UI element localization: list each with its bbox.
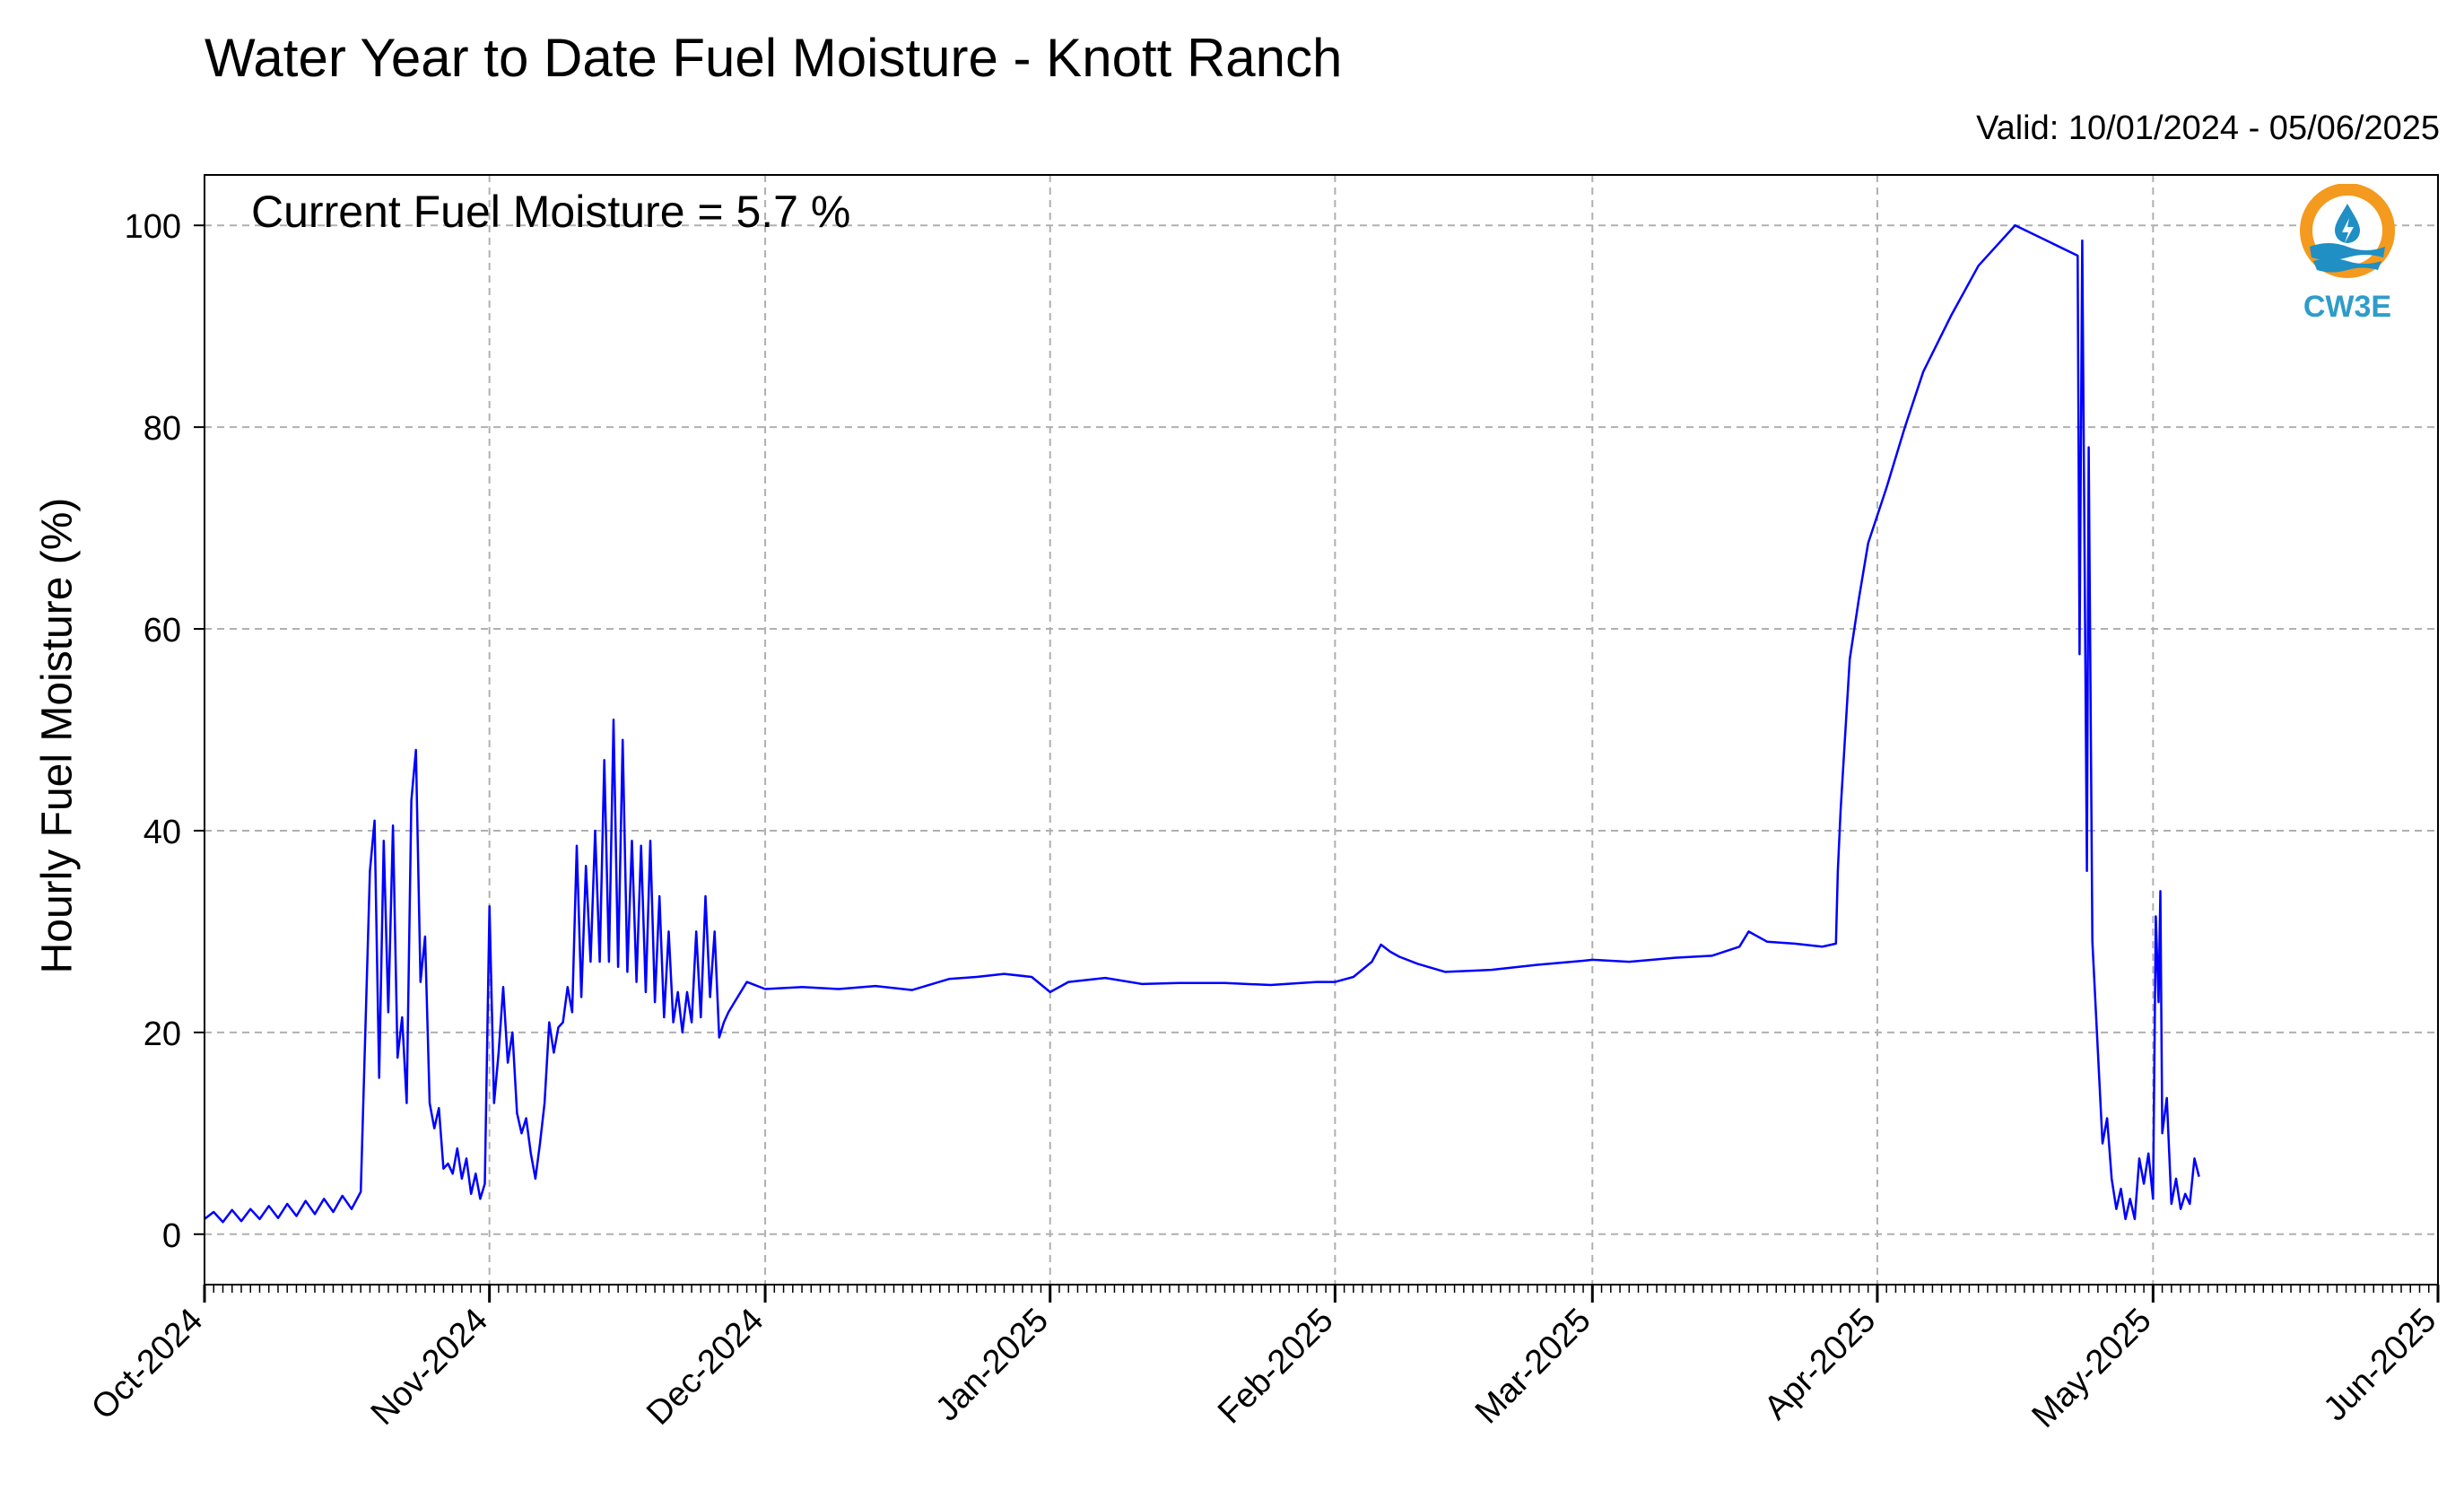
y-tick-label: 80 (144, 410, 181, 448)
x-tick-label: Dec-2024 (640, 1302, 771, 1433)
grid-lines (204, 175, 2439, 1285)
valid-date-range: Valid: 10/01/2024 - 05/06/2025 (1976, 109, 2440, 147)
cw3e-logo-text: CW3E (2303, 290, 2392, 324)
y-tick-label: 60 (144, 612, 181, 649)
cw3e-logo: CW3E (2294, 183, 2401, 332)
x-tick-label: Oct-2024 (84, 1302, 210, 1427)
x-tick-label: Nov-2024 (364, 1302, 495, 1433)
y-tick-label: 20 (144, 1016, 181, 1053)
plot-frame (204, 174, 2439, 1286)
x-tick-label: May-2025 (2025, 1302, 2159, 1435)
y-tick-label: 40 (144, 814, 181, 851)
y-tick-label: 100 (125, 208, 181, 246)
x-tick-label: Mar-2025 (1468, 1302, 1598, 1432)
chart-title: Water Year to Date Fuel Moisture - Knott… (205, 28, 1343, 88)
y-tick-label: 0 (162, 1217, 181, 1255)
cw3e-logo-icon (2300, 183, 2395, 278)
fuel-moisture-line (204, 223, 2200, 1224)
current-fuel-moisture-annotation: Current Fuel Moisture = 5.7 % (251, 187, 851, 237)
x-tick-label: Jan-2025 (928, 1302, 1056, 1429)
x-axis: Oct-2024 Nov-2024 Dec-2024 Jan-2025 Feb-2025… (84, 1285, 2443, 1435)
y-axis: 0 20 40 60 80 100 (125, 208, 205, 1255)
x-tick-label: Apr-2025 (1757, 1302, 1883, 1427)
series-group (204, 223, 2200, 1224)
x-tick-label: Jun-2025 (2317, 1302, 2444, 1429)
x-tick-label: Feb-2025 (1211, 1302, 1341, 1432)
